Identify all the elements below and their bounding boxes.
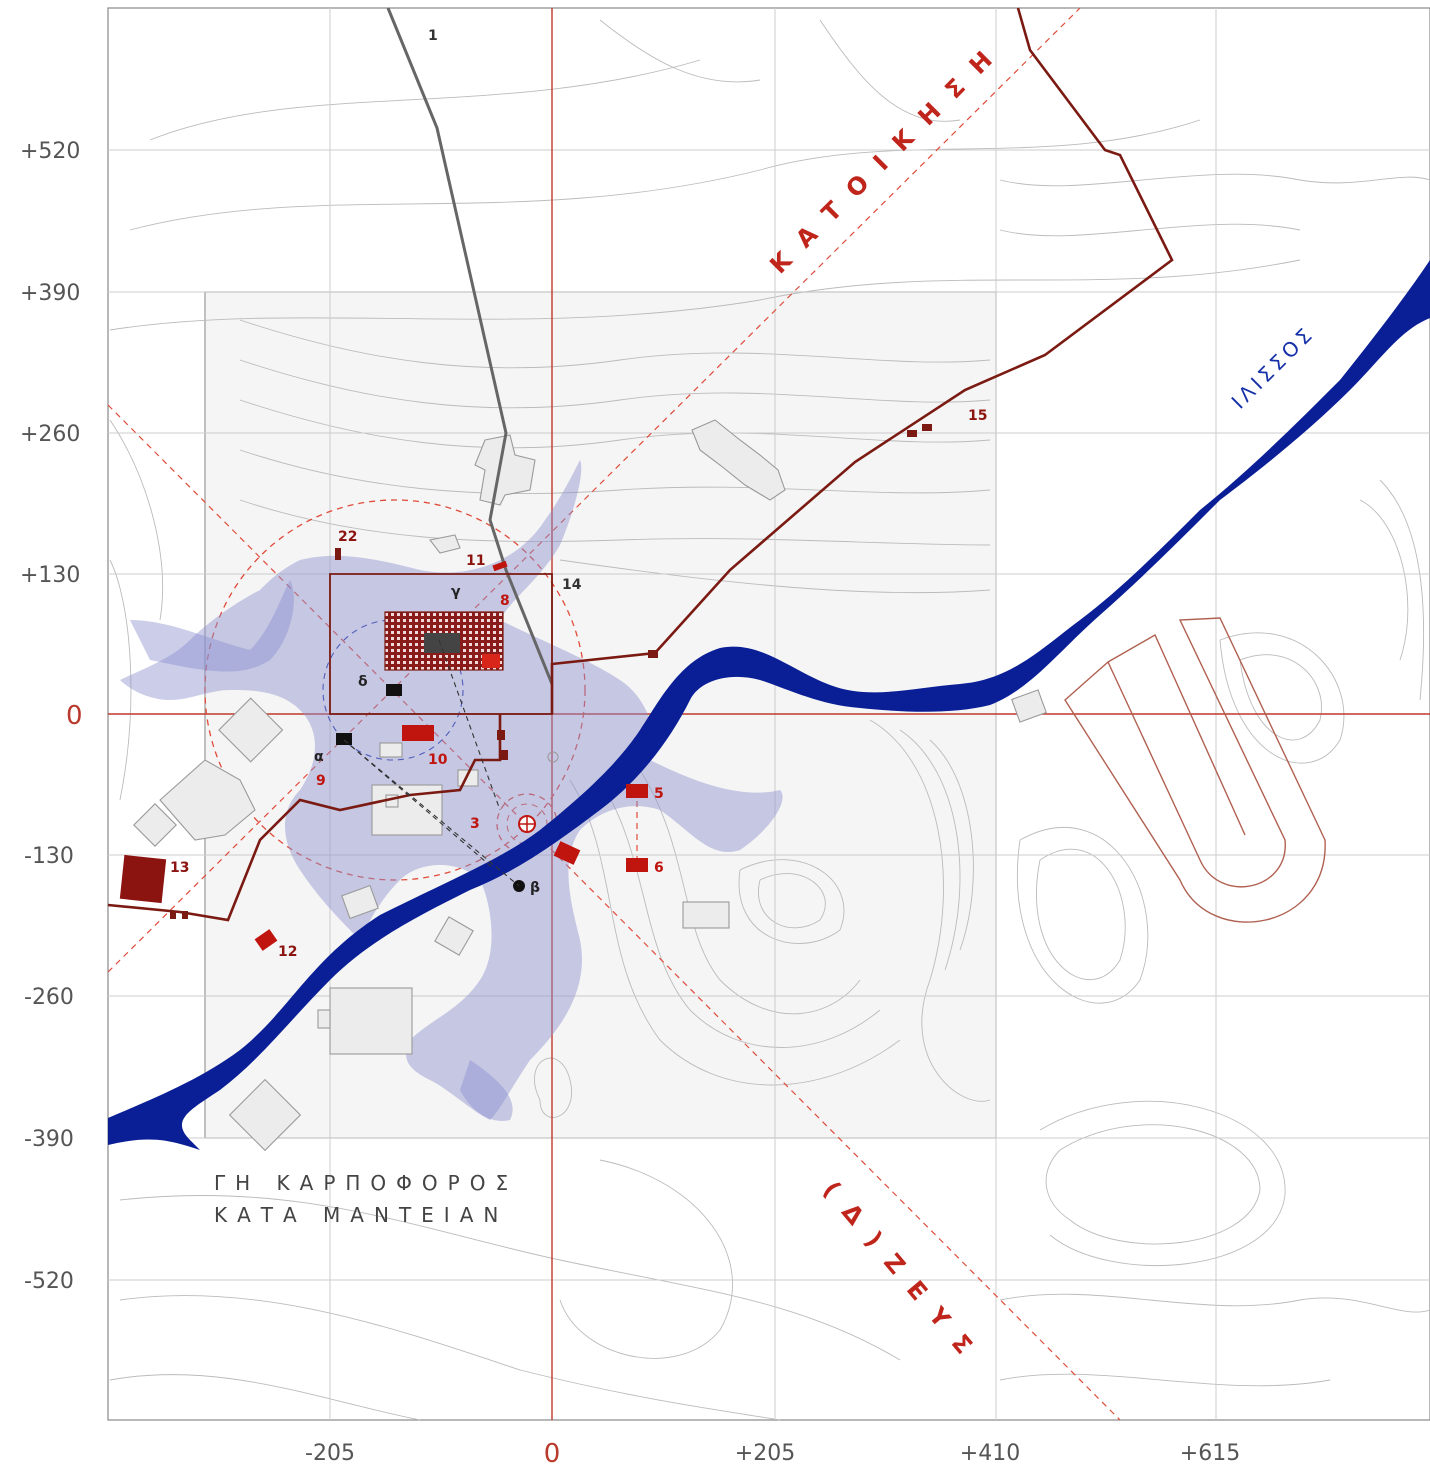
point-label: δ (358, 674, 368, 690)
x-tick-label: 0 (544, 1439, 561, 1467)
marker-label: 5 (654, 786, 664, 802)
marker-label: 11 (466, 553, 485, 569)
stadium-outline (1064, 617, 1326, 923)
x-tick-label: +615 (1180, 1441, 1240, 1466)
marker-label: 6 (654, 860, 664, 876)
marker-label: 22 (338, 529, 357, 545)
x-tick-label: +205 (735, 1441, 795, 1466)
y-tick-label: -260 (24, 985, 74, 1010)
y-tick-label: 0 (66, 701, 83, 731)
x-axis-ticks: -205 0 +205 +410 +615 (305, 1439, 1240, 1467)
marker-label: 14 (562, 577, 582, 593)
marker-label: 8 (500, 593, 510, 609)
temple-cella (424, 633, 460, 653)
y-tick-label: -390 (24, 1127, 74, 1152)
marker-label: 10 (428, 752, 448, 768)
point-label: α (314, 749, 324, 765)
building-outlines (133, 419, 1047, 1152)
x-tick-label: +410 (960, 1441, 1020, 1466)
sight-lines (343, 639, 520, 887)
y-tick-label: +520 (20, 139, 80, 164)
y-axis-ticks: +520 +390 +260 +130 0 -130 -260 -390 -52… (20, 139, 83, 1294)
point-label: β (530, 880, 540, 896)
survey-points (336, 684, 559, 892)
city-walls (107, 7, 1174, 922)
y-tick-label: -520 (24, 1269, 74, 1294)
feature-5-rect (626, 784, 648, 798)
marker-label: 15 (968, 408, 987, 424)
alignment-lines (107, 7, 1121, 1421)
point-label: γ (451, 584, 461, 600)
y-tick-label: +260 (20, 422, 80, 447)
feature-numbers: 1 3 5 6 8 9 10 11 12 13 14 15 22 (170, 28, 987, 960)
y-tick-label: +130 (20, 563, 80, 588)
feature-13-block (119, 854, 167, 904)
contour-lines (109, 19, 1430, 1421)
feature-12-rect (254, 929, 278, 951)
caption-line-2: ΚΑΤΑ ΜΑΝΤΕΙΑΝ (214, 1203, 508, 1227)
temple-corner-marker (482, 654, 500, 668)
feature-markers (170, 424, 932, 951)
feature-3b-rect (553, 841, 581, 865)
x-tick-label: -205 (305, 1441, 355, 1466)
y-tick-label: -130 (24, 844, 74, 869)
marker-label: 3 (470, 816, 480, 832)
greek-point-labels: α β γ δ (314, 584, 540, 896)
marker-label: 1 (428, 28, 438, 44)
grid-lines (108, 8, 1430, 1420)
feature-11-rect (492, 560, 508, 572)
marker-label: 9 (316, 773, 326, 789)
caption-line-1: ΓΗ ΚΑΡΠΟΦΟΡΟΣ (214, 1171, 518, 1195)
marker-label: 13 (170, 860, 189, 876)
feature-6-rect (626, 858, 648, 872)
road-1 (386, 7, 554, 685)
ilissos-river (108, 260, 1430, 1150)
marker-label: 12 (278, 944, 297, 960)
y-tick-label: +390 (20, 281, 80, 306)
feature-10-rect (402, 725, 434, 741)
